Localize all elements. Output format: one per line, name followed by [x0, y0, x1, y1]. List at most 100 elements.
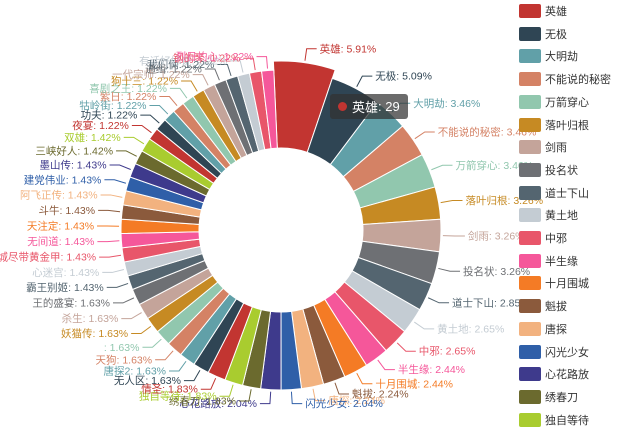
legend-item[interactable]: 英雄 — [519, 3, 567, 19]
slice-label: 喜剧之王: 1.22% — [89, 82, 167, 95]
legend-swatch — [519, 321, 541, 336]
legend-swatch — [519, 94, 541, 109]
slice-label: 斗牛: 1.43% — [39, 204, 96, 217]
legend-item[interactable]: 道士下山 — [519, 185, 589, 201]
slice-label: 十月围城: 2.44% — [375, 377, 453, 390]
legend-item[interactable]: 闪光少女 — [519, 344, 589, 360]
slice-label: 剑雨: 3.26% — [468, 230, 525, 243]
legend-item[interactable]: 剑雨 — [519, 139, 567, 155]
legend-label: 半生缘 — [545, 255, 578, 268]
legend-swatch — [519, 117, 541, 132]
legend-swatch — [519, 49, 541, 64]
slice-label: 魁拔: 2.24% — [352, 388, 409, 401]
legend-swatch — [519, 412, 541, 427]
legend-item[interactable]: 万箭穿心 — [519, 94, 589, 110]
pie-slice[interactable] — [261, 69, 278, 150]
legend-swatch — [519, 208, 541, 223]
label-leader-line — [230, 60, 244, 73]
legend-swatch — [519, 4, 541, 18]
slice-label: 心花路放: 2.04% — [179, 397, 257, 410]
legend-item[interactable]: 投名状 — [519, 162, 578, 178]
legend-label: 大明劫 — [545, 51, 578, 64]
label-leader-line — [131, 325, 152, 335]
label-leader-line — [155, 350, 174, 361]
label-leader-line — [200, 378, 217, 390]
chart-tooltip: 英雄: 29 — [330, 94, 408, 119]
slice-label: 英雄: 5.91% — [320, 42, 377, 55]
label-leader-line — [123, 136, 145, 145]
legend-item[interactable]: 半生缘 — [519, 253, 578, 269]
legend-label: 黄土地 — [545, 210, 578, 223]
legend-label: 闪光少女 — [545, 346, 589, 359]
label-leader-line — [192, 74, 209, 86]
tooltip-separator: : — [378, 99, 386, 114]
label-leader-line — [102, 269, 125, 273]
legend-label: 剑雨 — [545, 142, 567, 155]
legend-item[interactable]: 十月围城 — [519, 275, 589, 291]
slice-label: : 1.63% — [104, 342, 140, 354]
slice-label: 有话好好说: 1.22% — [139, 54, 227, 67]
legend-item[interactable]: 独自等待 — [519, 412, 589, 428]
slice-label: 功夫: 1.22% — [81, 110, 138, 122]
legend-label: 投名状 — [545, 164, 578, 177]
slice-label: 墨山传: 1.43% — [39, 160, 106, 172]
legend-item[interactable]: 唐探 — [519, 321, 567, 337]
legend-label: 唐探 — [545, 323, 567, 336]
label-leader-line — [121, 312, 142, 320]
legend-item[interactable]: 大明劫 — [519, 48, 578, 64]
label-leader-line — [204, 68, 220, 81]
label-leader-line — [140, 114, 160, 124]
label-leader-line — [131, 124, 152, 134]
legend-item[interactable]: 不能说的秘密 — [519, 71, 611, 87]
slice-label: 黄土地: 2.65% — [437, 322, 504, 335]
slice-label: 大明劫: 3.46% — [413, 97, 480, 110]
slice-label: 牯岭街: 1.22% — [79, 99, 146, 112]
legend-item[interactable]: 魁拔 — [519, 298, 567, 314]
label-leader-line — [159, 96, 178, 107]
slice-label: 万箭穿心: 3.46% — [456, 159, 534, 172]
legend-item[interactable]: 落叶归根 — [519, 117, 589, 133]
tooltip-series-dot — [338, 102, 347, 111]
legend-swatch — [519, 344, 541, 359]
label-leader-line — [113, 297, 135, 304]
legend-swatch — [519, 367, 541, 382]
label-leader-line — [312, 388, 326, 402]
slice-label: 狗十三: 1.22% — [111, 75, 178, 88]
slice-label: 通缉: 1.22% — [145, 64, 202, 76]
slice-label: 道士下山: 2.85% — [452, 296, 530, 309]
legend-item[interactable]: 黄土地 — [519, 207, 578, 223]
label-leader-line — [183, 370, 201, 382]
legend-label: 独自等待 — [545, 414, 589, 427]
slice-label: 无极: 5.09% — [375, 70, 432, 83]
slice-label: 夜宴: 1.22% — [72, 119, 129, 132]
legend-swatch — [519, 253, 541, 268]
legend-label: 心花路放 — [545, 369, 589, 382]
label-leader-line — [109, 164, 131, 170]
slice-label: 杀生: 1.63% — [62, 312, 119, 325]
slice-label: 三峡好人: 1.42% — [35, 144, 113, 157]
legend-item[interactable]: 中邪 — [519, 230, 567, 246]
legend-swatch — [519, 299, 541, 314]
legend-item[interactable]: 绣春刀 — [519, 389, 578, 405]
slice-label: 唐探: 2.24% — [328, 394, 385, 407]
tooltip-name: 英雄 — [352, 100, 379, 115]
label-leader-line — [106, 282, 129, 288]
slice-label: 天注定: 1.43% — [27, 219, 94, 232]
slice-label: 烈日灼心: 1.22% — [176, 50, 254, 63]
label-leader-line — [238, 389, 252, 402]
legend-item[interactable]: 无极 — [519, 26, 567, 42]
label-leader-line — [440, 200, 463, 204]
label-leader-line — [431, 164, 453, 171]
label-leader-line — [259, 391, 272, 405]
legend-swatch — [519, 162, 541, 177]
slice-label: 绣春刀: 1.83% — [169, 395, 236, 408]
slice-label: 无间道: 1.43% — [27, 235, 94, 248]
legend-label: 落叶归根 — [545, 119, 589, 132]
slice-label: 情圣: 1.83% — [141, 383, 198, 396]
legend-item[interactable]: 心花路放 — [519, 366, 589, 382]
label-leader-line — [334, 382, 349, 395]
label-leader-line — [256, 56, 269, 69]
tooltip-value: 29 — [385, 99, 400, 114]
slice-label: 心迷宫: 1.43% — [32, 266, 99, 279]
